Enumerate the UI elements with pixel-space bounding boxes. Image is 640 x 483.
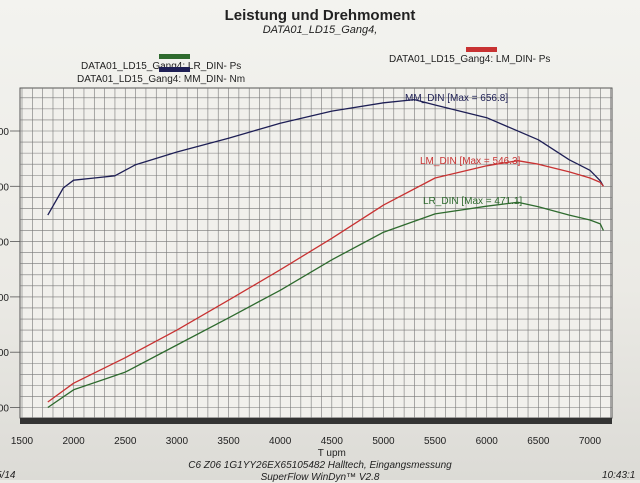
footer-date-fragment: 5/14 [0,470,16,481]
x-tick-label: 2500 [114,436,137,447]
series-line-lr-din [47,201,604,409]
legend-label-mm: DATA01_LD15_Gang4: MM_DIN- Nm [77,74,246,85]
legend-swatch-lr [159,54,190,59]
chart-title: Leistung und Drehmoment [224,7,416,24]
max-annotation-lr-din: LR_DIN [Max = 471.1] [423,196,522,207]
plot-area [19,87,613,419]
x-tick-label: 2000 [63,436,86,447]
y-tick-label: 300 [0,293,9,304]
series-line-mm-din [47,98,604,216]
legend-swatch-lm [466,47,497,52]
x-axis-bar [20,418,612,424]
max-annotation-lm-din: LM_DIN [Max = 546.3] [420,156,521,167]
y-tick-label: 400 [0,238,9,249]
footer-vehicle-info: C6 Z06 1G1YY26EX65105482 Halltech, Einga… [188,460,452,471]
x-tick-label: 5000 [372,436,395,447]
chart-subtitle: DATA01_LD15_Gang4, [262,24,378,36]
x-tick-label: 5500 [424,436,447,447]
y-tick-label: 500 [0,182,9,193]
y-tick-label: 200 [0,348,9,359]
y-tick-label: 100 [0,404,9,415]
x-tick-label: 6000 [476,436,499,447]
x-tick-label: 7000 [579,436,602,447]
x-tick-label: 4000 [269,436,292,447]
x-tick-label: 3000 [166,436,189,447]
x-tick-label: 3500 [217,436,240,447]
footer-time-fragment: 10:43:1 [602,470,636,481]
footer-software: SuperFlow WinDyn™ V2.8 [260,472,380,483]
x-axis-label: T upm [318,448,346,459]
series-line-lm-din [47,160,604,403]
y-tick-label: 600 [0,127,9,138]
x-tick-label: 6500 [527,436,550,447]
x-tick-label: 1500 [11,436,34,447]
max-annotation-mm-din: MM_DIN [Max = 656.8] [405,93,508,104]
x-tick-label: 4500 [321,436,344,447]
legend-label-lr: DATA01_LD15_Gang4: LR_DIN- Ps [81,61,242,72]
legend-swatch-mm [159,67,190,72]
legend-label-lm: DATA01_LD15_Gang4: LM_DIN- Ps [389,54,551,65]
